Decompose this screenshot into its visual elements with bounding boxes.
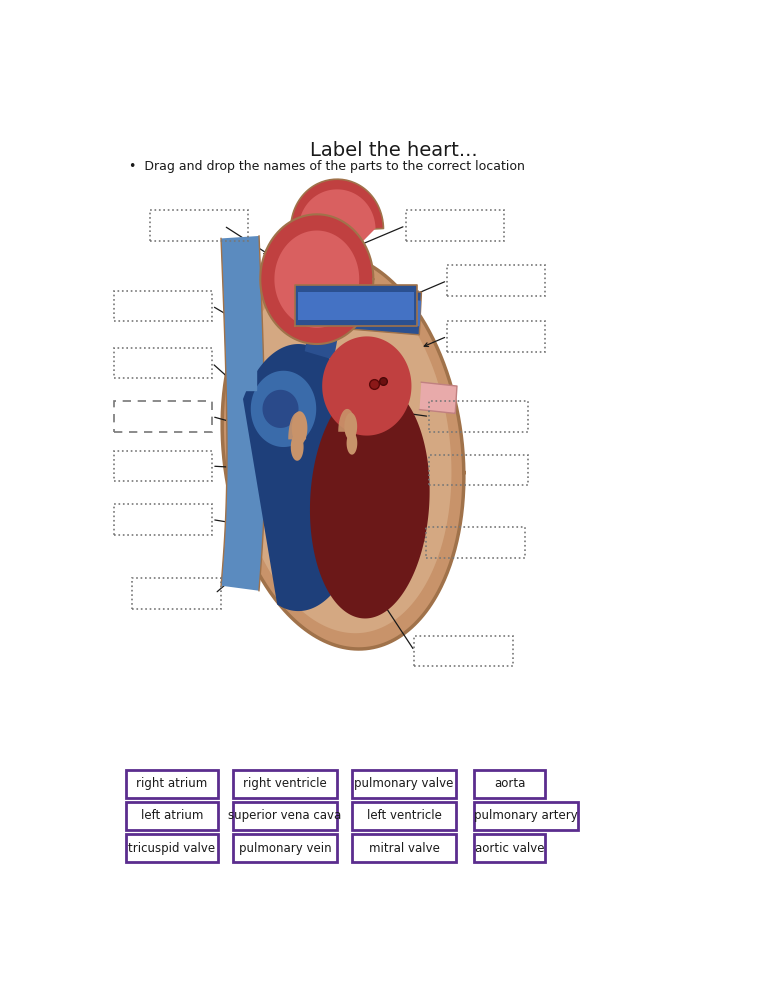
Text: left atrium: left atrium bbox=[141, 810, 203, 823]
Text: •  Drag and drop the names of the parts to the correct location: • Drag and drop the names of the parts t… bbox=[129, 160, 525, 172]
Text: Label the heart...: Label the heart... bbox=[310, 142, 478, 161]
Text: right ventricle: right ventricle bbox=[243, 777, 327, 791]
Polygon shape bbox=[274, 231, 359, 328]
FancyBboxPatch shape bbox=[352, 802, 456, 830]
Text: pulmonary valve: pulmonary valve bbox=[354, 777, 454, 791]
Text: left ventricle: left ventricle bbox=[366, 810, 442, 823]
FancyBboxPatch shape bbox=[233, 833, 337, 862]
Polygon shape bbox=[344, 412, 357, 440]
Text: aorta: aorta bbox=[494, 777, 525, 791]
Polygon shape bbox=[291, 179, 383, 303]
FancyBboxPatch shape bbox=[126, 770, 218, 798]
Polygon shape bbox=[266, 279, 372, 340]
Polygon shape bbox=[310, 383, 429, 618]
FancyBboxPatch shape bbox=[126, 802, 218, 830]
Text: right atrium: right atrium bbox=[136, 777, 207, 791]
Polygon shape bbox=[233, 269, 452, 633]
Polygon shape bbox=[251, 371, 316, 447]
Polygon shape bbox=[327, 293, 421, 326]
Polygon shape bbox=[243, 344, 367, 611]
Polygon shape bbox=[288, 412, 306, 439]
FancyBboxPatch shape bbox=[474, 770, 545, 798]
Polygon shape bbox=[346, 432, 357, 455]
Text: pulmonary vein: pulmonary vein bbox=[239, 841, 331, 854]
FancyBboxPatch shape bbox=[352, 770, 456, 798]
Text: superior vena cava: superior vena cava bbox=[228, 810, 342, 823]
FancyBboxPatch shape bbox=[126, 833, 218, 862]
Polygon shape bbox=[327, 284, 422, 335]
FancyBboxPatch shape bbox=[474, 802, 578, 830]
Polygon shape bbox=[291, 433, 303, 461]
FancyBboxPatch shape bbox=[233, 802, 337, 830]
Polygon shape bbox=[300, 208, 375, 302]
Polygon shape bbox=[338, 409, 356, 432]
Text: tricuspid valve: tricuspid valve bbox=[128, 841, 216, 854]
Polygon shape bbox=[260, 214, 373, 344]
FancyBboxPatch shape bbox=[352, 833, 456, 862]
Polygon shape bbox=[263, 389, 299, 428]
Polygon shape bbox=[323, 336, 412, 436]
Polygon shape bbox=[221, 236, 265, 591]
Text: aortic valve: aortic valve bbox=[475, 841, 545, 854]
Polygon shape bbox=[222, 253, 464, 649]
Polygon shape bbox=[292, 411, 307, 445]
Polygon shape bbox=[305, 301, 343, 360]
Polygon shape bbox=[419, 383, 457, 413]
Text: mitral valve: mitral valve bbox=[369, 841, 439, 854]
FancyBboxPatch shape bbox=[474, 833, 545, 862]
FancyBboxPatch shape bbox=[233, 770, 337, 798]
Text: pulmonary artery: pulmonary artery bbox=[474, 810, 578, 823]
Polygon shape bbox=[299, 189, 376, 303]
